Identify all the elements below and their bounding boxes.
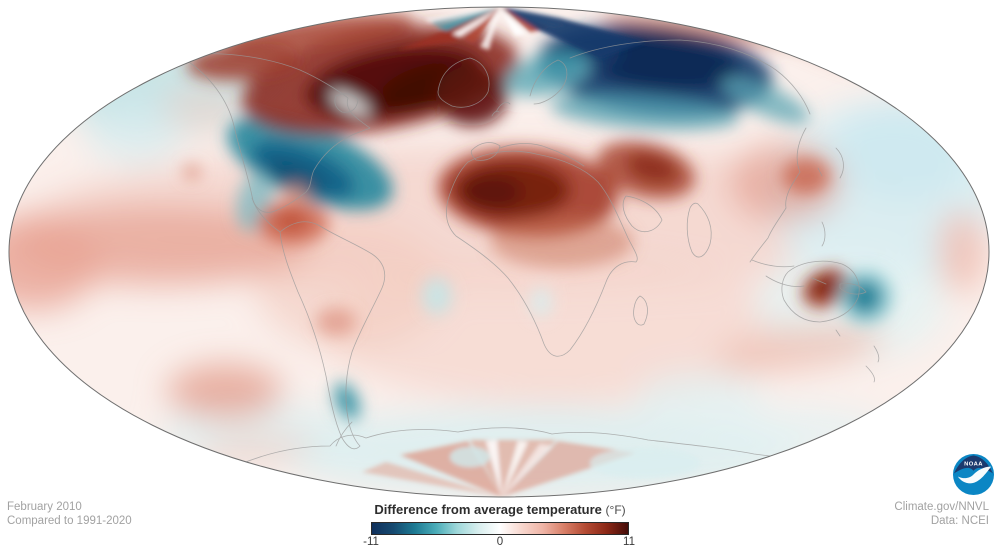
anomaly-blobs: [183, 12, 903, 421]
source-line1: Climate.gov/NNVL: [894, 501, 989, 513]
legend-tick-min: -11: [363, 536, 379, 548]
legend-ticks: -11 0 11: [363, 536, 635, 550]
noaa-logo-bird-icon: [957, 466, 992, 484]
source-credit: Climate.gov/NNVL Data: NCEI: [894, 501, 989, 528]
source-line2: Data: NCEI: [930, 514, 989, 527]
legend-tick-mid: 0: [496, 536, 504, 548]
legend-title-text: Difference from average temperature: [374, 502, 602, 517]
noaa-logo-crest: [953, 455, 994, 474]
south-pole-streaks: [362, 440, 700, 497]
color-legend: Difference from average temperature (°F)…: [335, 502, 665, 550]
legend-tick-max: 11: [623, 536, 635, 548]
legend-units: (°F): [605, 503, 626, 517]
noaa-logo-text: NOAA: [964, 462, 983, 468]
legend-colorbar: [371, 522, 629, 535]
world-anomaly-map: [8, 6, 990, 498]
legend-title: Difference from average temperature (°F): [335, 502, 665, 517]
noaa-logo: NOAA: [952, 453, 995, 496]
map-rim: [8, 6, 990, 498]
baseline-line: Compared to 1991-2020: [7, 514, 132, 527]
continent-outlines: [185, 39, 880, 469]
date-credit: February 2010 Compared to 1991-2020: [7, 501, 132, 528]
north-pole-streaks: [398, 7, 645, 58]
date-line: February 2010: [7, 501, 82, 513]
